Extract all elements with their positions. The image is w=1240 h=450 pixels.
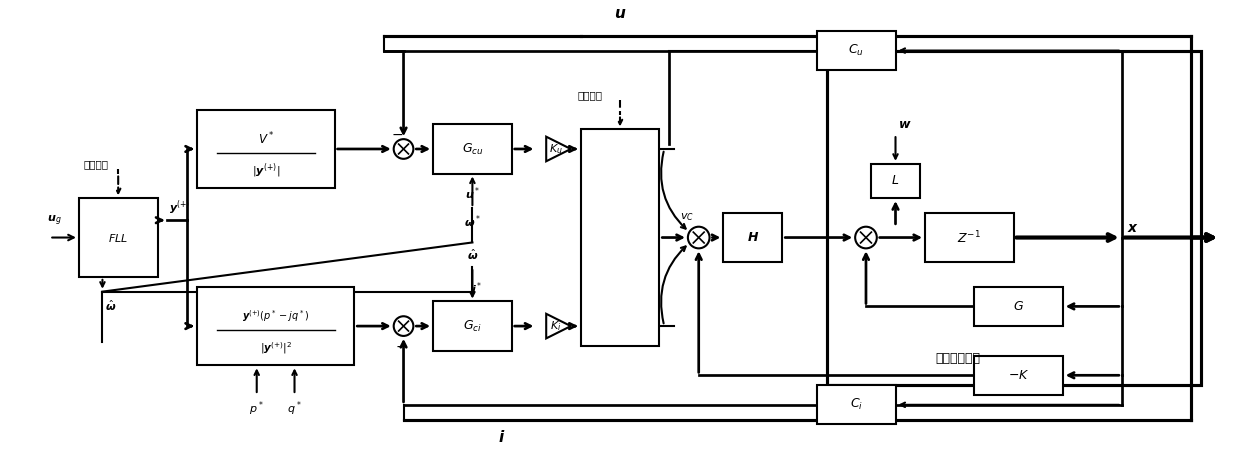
- Text: $\boldsymbol{i}^*$: $\boldsymbol{i}^*$: [471, 280, 482, 297]
- Text: $\boldsymbol{\omega}^*$: $\boldsymbol{\omega}^*$: [464, 213, 481, 230]
- Text: $G$: $G$: [1013, 300, 1024, 313]
- Text: $\boldsymbol{H}$: $\boldsymbol{H}$: [746, 231, 759, 244]
- Text: $G_{cu}$: $G_{cu}$: [461, 141, 484, 157]
- Text: $C_u$: $C_u$: [848, 43, 864, 58]
- Text: $q^*$: $q^*$: [288, 400, 301, 418]
- Bar: [580, 129, 660, 346]
- Bar: [79, 198, 157, 277]
- Text: $\boldsymbol{y}^{(+)}$: $\boldsymbol{y}^{(+)}$: [170, 198, 191, 217]
- Bar: [925, 213, 1013, 262]
- Text: $\hat{\boldsymbol{\omega}}$: $\hat{\boldsymbol{\omega}}$: [466, 248, 479, 262]
- Text: $\hat{\boldsymbol{\omega}}$: $\hat{\boldsymbol{\omega}}$: [105, 298, 117, 313]
- Text: $L$: $L$: [892, 175, 899, 188]
- Bar: [975, 356, 1063, 395]
- Text: $K_i$: $K_i$: [551, 319, 562, 333]
- Text: $-$: $-$: [394, 339, 407, 353]
- Text: 切换信号: 切换信号: [578, 90, 603, 100]
- Bar: [870, 164, 920, 198]
- Text: $v_C$: $v_C$: [680, 211, 694, 223]
- Text: $-$: $-$: [391, 127, 403, 141]
- Text: $-K$: $-K$: [1008, 369, 1029, 382]
- Text: $\boldsymbol{w}$: $\boldsymbol{w}$: [899, 118, 913, 131]
- Bar: [817, 385, 895, 424]
- Bar: [433, 302, 512, 351]
- Text: $\boldsymbol{u}_g$: $\boldsymbol{u}_g$: [47, 213, 62, 228]
- Circle shape: [688, 227, 709, 248]
- Bar: [827, 50, 1200, 385]
- Polygon shape: [546, 314, 570, 338]
- Circle shape: [393, 316, 413, 336]
- Text: $\boldsymbol{x}$: $\boldsymbol{x}$: [1127, 220, 1138, 234]
- Text: $\boldsymbol{y}^{(+)}(p^*-jq^*)$: $\boldsymbol{y}^{(+)}(p^*-jq^*)$: [242, 308, 309, 324]
- Text: $Z^{-1}$: $Z^{-1}$: [957, 229, 981, 246]
- Text: $|\boldsymbol{y}^{(+)}|$: $|\boldsymbol{y}^{(+)}|$: [252, 162, 280, 180]
- Circle shape: [856, 227, 877, 248]
- Text: 切换信号: 切换信号: [84, 159, 109, 169]
- Text: $\boldsymbol{u}^*$: $\boldsymbol{u}^*$: [465, 185, 480, 202]
- Polygon shape: [546, 137, 570, 161]
- Text: 广义控制对象: 广义控制对象: [935, 352, 980, 365]
- Bar: [197, 287, 355, 365]
- Bar: [975, 287, 1063, 326]
- Text: $FLL$: $FLL$: [108, 232, 128, 243]
- Bar: [433, 124, 512, 174]
- Text: $|\boldsymbol{y}^{(+)}|^2$: $|\boldsymbol{y}^{(+)}|^2$: [259, 340, 291, 356]
- Text: $V^*$: $V^*$: [258, 130, 274, 147]
- Circle shape: [393, 139, 413, 159]
- Bar: [817, 31, 895, 70]
- Bar: [723, 213, 782, 262]
- Text: $\boldsymbol{u}$: $\boldsymbol{u}$: [614, 7, 626, 21]
- Text: $p^*$: $p^*$: [249, 400, 264, 418]
- Text: $G_{ci}$: $G_{ci}$: [463, 319, 482, 333]
- Text: $K_u$: $K_u$: [549, 142, 563, 156]
- Bar: [197, 110, 335, 189]
- Text: $C_i$: $C_i$: [849, 397, 863, 412]
- Text: $\boldsymbol{i}$: $\boldsymbol{i}$: [498, 429, 506, 445]
